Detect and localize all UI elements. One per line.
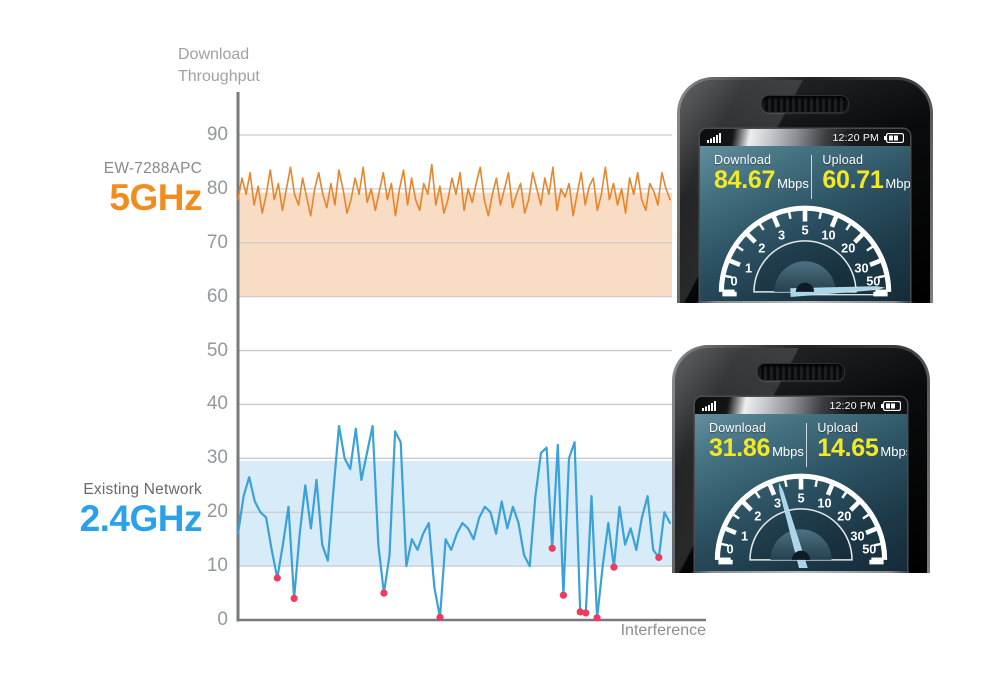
upload-label: Upload (822, 153, 864, 167)
gauge-scale-label: 2 (758, 241, 765, 256)
gauge-scale-label: 50 (862, 542, 876, 557)
gauge-scale-label: 3 (774, 495, 781, 510)
y-tick-label: 20 (206, 501, 228, 523)
clock-label: 12:20 PM (832, 131, 879, 144)
download-value: 84.67 (714, 166, 776, 194)
series2-band-label: 2.4GHz (79, 498, 203, 539)
phone-24ghz-screen: 12:20 PM Download 31.86 Mbps (695, 397, 907, 573)
gauge-scale-label: 50 (866, 274, 880, 289)
gauge-scale-label: 5 (801, 223, 808, 238)
speed-stats-row: Download 84.67 Mbps Upload 60.71 Mbps (700, 146, 910, 199)
upload-stat: Upload 14.65 Mbps (817, 421, 907, 467)
phone-crop-edge (690, 570, 912, 573)
download-stat: Download 31.86 Mbps (709, 421, 804, 467)
upload-label: Upload (817, 421, 859, 435)
speed-stats-row: Download 31.86 Mbps Upload 14.65 Mbps (695, 414, 907, 467)
y-tick-label: 10 (206, 555, 228, 577)
upload-value: 60.71 (822, 166, 884, 194)
gauge-scale-label: 20 (837, 509, 851, 524)
gauge-scale-label: 10 (821, 227, 835, 242)
gauge-scale-label: 0 (727, 542, 734, 557)
gauge-scale-label: 30 (854, 260, 868, 275)
upload-unit: Mbps (880, 444, 907, 459)
phone-crop-edge (695, 300, 915, 303)
status-bar: 12:20 PM (695, 397, 907, 414)
download-label: Download (709, 421, 767, 435)
speedtest-app: Download 31.86 Mbps Upload 14.65 Mbps (695, 414, 907, 573)
speaker-grille-icon (761, 95, 849, 113)
signal-strength-icon (702, 401, 716, 411)
download-stat: Download 84.67 Mbps (714, 153, 809, 199)
series1-legend: EW-7288APC 5GHz (103, 160, 203, 218)
gauge-needle (790, 286, 885, 297)
upload-unit: Mbps (885, 176, 910, 191)
gauge-scale-label: 1 (745, 260, 752, 275)
signal-strength-icon (707, 133, 721, 143)
y-tick-label: 80 (206, 177, 228, 199)
y-tick-label: 40 (206, 393, 228, 415)
phone-5ghz-screen: 12:20 PM Download 84.67 Mbps (700, 129, 910, 303)
upload-stat: Upload 60.71 Mbps (822, 153, 910, 199)
upload-value: 14.65 (817, 434, 879, 462)
series1-band-label: 5GHz (109, 177, 202, 218)
gauge-scale-label: 2 (754, 509, 761, 524)
gauge-scale-label: 5 (797, 491, 804, 506)
y-tick-label: 60 (206, 285, 228, 307)
battery-icon (884, 132, 904, 143)
y-tick-label: 50 (206, 339, 228, 361)
series2-legend: Existing Network 2.4GHz (79, 481, 203, 539)
stats-divider (805, 423, 808, 467)
y-axis-title-line1: Download (178, 46, 250, 63)
speaker-grille-icon (757, 363, 845, 381)
download-label: Download (714, 153, 772, 167)
gauge-scale-label: 1 (741, 528, 748, 543)
y-tick-label: 30 (206, 447, 228, 469)
download-value: 31.86 (709, 434, 771, 462)
y-tick-label: 90 (206, 123, 228, 145)
clock-label: 12:20 PM (829, 399, 876, 412)
x-axis-title: Interference (620, 622, 706, 639)
gauge-scale-label: 30 (850, 528, 864, 543)
y-axis-title: Download Throughput (178, 44, 260, 88)
series1-model-label: EW-7288APC (103, 160, 202, 177)
y-tick-label: 0 (217, 609, 228, 630)
download-unit: Mbps (777, 176, 809, 191)
phone-24ghz: 12:20 PM Download 31.86 Mbps (672, 345, 930, 573)
y-axis-title-line2: Throughput (178, 68, 260, 85)
y-tick-label: 70 (206, 231, 228, 253)
status-bar: 12:20 PM (700, 129, 910, 146)
download-unit: Mbps (772, 444, 804, 459)
phone-5ghz-bezel: 12:20 PM Download 84.67 Mbps (680, 80, 930, 303)
phone-5ghz: 12:20 PM Download 84.67 Mbps (677, 77, 933, 303)
series2-name-label: Existing Network (83, 481, 202, 498)
gauge-scale-label: 0 (731, 274, 738, 289)
battery-icon (881, 400, 901, 411)
stats-divider (810, 155, 813, 199)
speedtest-app: Download 84.67 Mbps Upload 60.71 Mbps (700, 146, 910, 303)
gauge-scale-label: 10 (817, 495, 831, 510)
gauge-scale-label: 3 (778, 227, 785, 242)
phone-24ghz-bezel: 12:20 PM Download 31.86 Mbps (675, 348, 927, 573)
gauge-scale-label: 20 (841, 241, 855, 256)
